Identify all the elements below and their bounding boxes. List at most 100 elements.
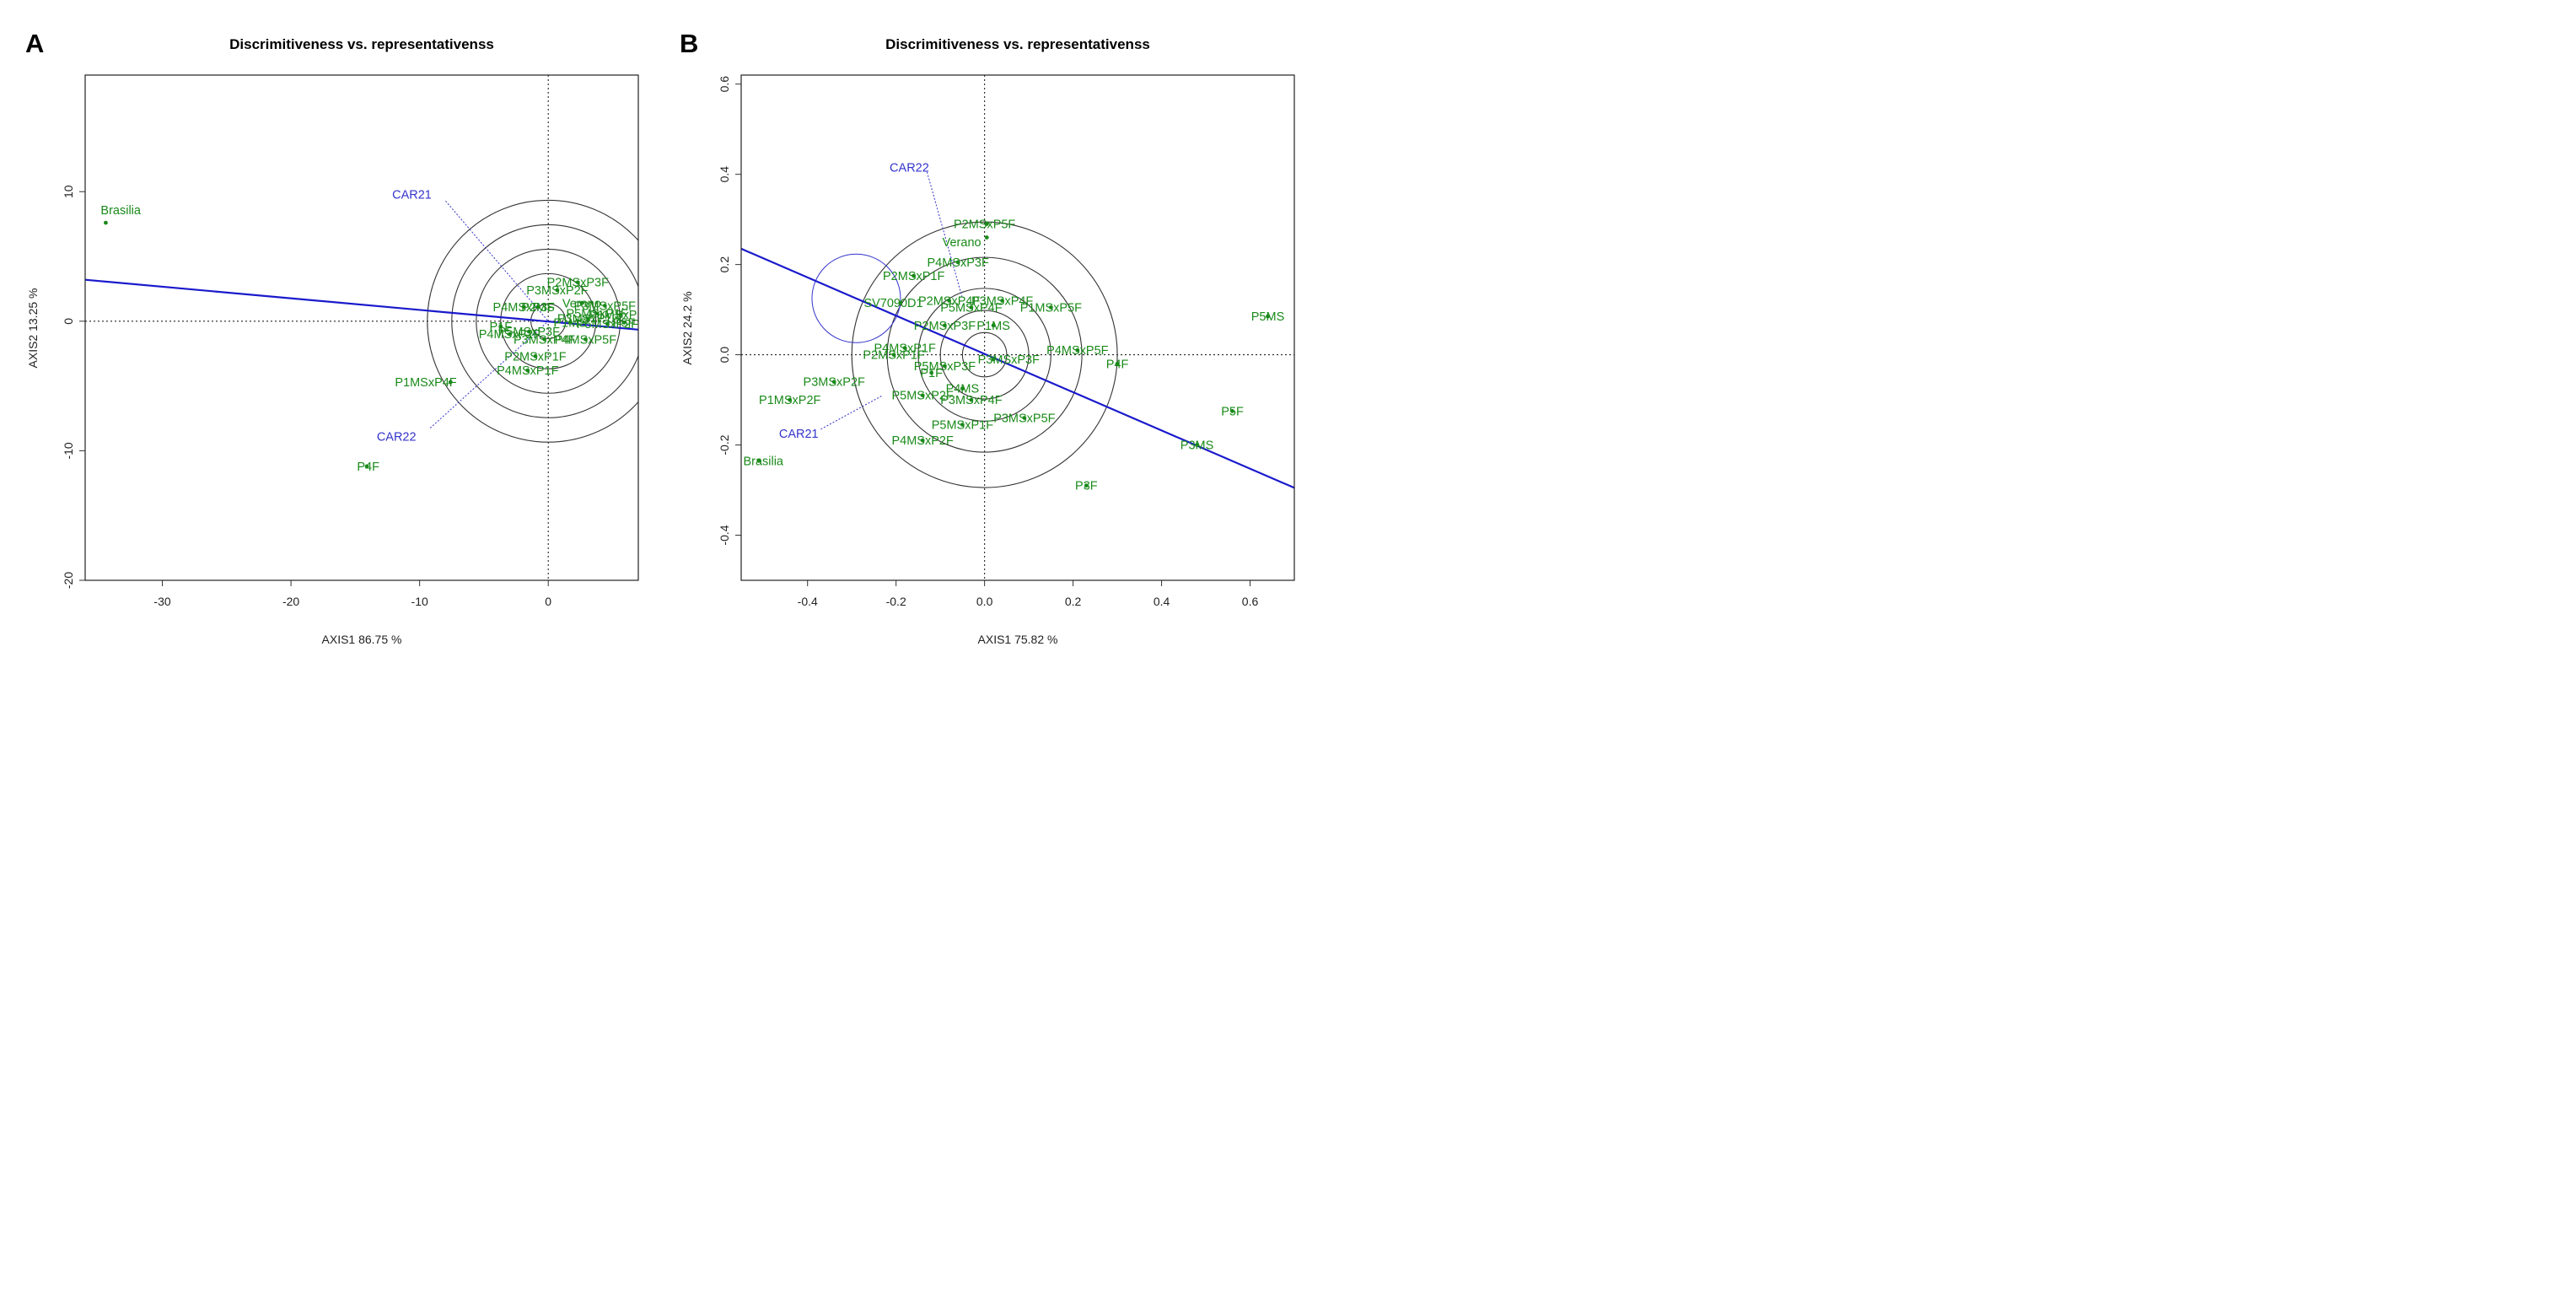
panel-b-environment-point (991, 323, 996, 328)
panel-b-environment-point (984, 235, 989, 240)
panel-a-environment-label: P3MSxP2F (526, 284, 588, 298)
panel-a-environment-point (567, 320, 573, 325)
panel-a-concentric-circle (500, 272, 597, 369)
panel-b-tester-label: CAR22 (890, 162, 929, 175)
panel-a-xlabel: AXIS1 86.75 % (322, 633, 402, 646)
panel-b-environment-point (1230, 409, 1234, 413)
panel-a: A Discrimitiveness vs. representativenss… (25, 29, 639, 646)
panel-a-ytick-label: 0 (62, 318, 75, 325)
panel-a-environment-label: P2MS (521, 301, 555, 315)
panel-b-environment-label: P3MS (1180, 439, 1214, 453)
panel-a-tester-vector (429, 321, 549, 428)
panel-a-environment-label: P1F (489, 321, 512, 334)
panel-b-environment-label: P3MSxP4F (940, 394, 1002, 407)
panel-b-environment-point (1195, 443, 1199, 447)
panel-b-environment-point (898, 300, 903, 305)
panel-b-environment-label: P4MS (946, 383, 980, 396)
panel-b-average-environment-circle (811, 253, 901, 343)
panel-b-environment-label: P2MSxP3F (914, 320, 976, 333)
panel-b-environment-label: P5MSxP1F (932, 418, 993, 432)
panel-a-environment-point (594, 311, 600, 316)
panel-a-environment-point (586, 316, 590, 321)
panel-b-environment-label: Verano (943, 236, 981, 250)
panel-letter-a: A (25, 29, 44, 58)
panel-a-environment-label: P1MS (553, 316, 587, 330)
panel-a-plot-area: CAR21CAR22BrasiliaP4FP1MSxP4FP4MSxP1FP2M… (85, 75, 638, 580)
panel-a-environment-point (364, 464, 369, 469)
panel-b-environment-point (1048, 305, 1053, 310)
panel-a-environment-point (521, 304, 526, 310)
panel-b-concentric-circle (939, 310, 1030, 400)
panel-b-environment-label: Brasilia (743, 455, 783, 468)
panel-b-tester-vector (820, 395, 884, 430)
panel-b-environment-point (969, 397, 974, 402)
panel-b-environment-point (1266, 314, 1270, 319)
panel-b-environment-label: P1F (920, 367, 943, 380)
panel-b-environment-point (969, 305, 974, 310)
panel-b-xtick-label: 0.2 (1065, 595, 1082, 608)
panel-b-environment-point (920, 393, 925, 398)
panel-b-xtick-label: -0.4 (798, 595, 818, 608)
figure-svg: A Discrimitiveness vs. representativenss… (25, 29, 1295, 646)
panel-b-environment-label: P3F (1075, 480, 1098, 493)
panel-b-environment-point (788, 397, 793, 402)
panel-a-xtick-label: -20 (282, 595, 299, 608)
panel-a-ytick-label: -20 (62, 572, 75, 589)
panel-a-environment-point (618, 312, 623, 317)
panel-b-environment-point (960, 386, 965, 391)
panel-b-environment-point (1115, 361, 1120, 366)
panel-b-environment-label: P3MSxP4F (971, 294, 1033, 308)
panel-b-concentric-circle (851, 221, 1118, 488)
panel-b-plot-frame (740, 74, 1295, 581)
panel-a-environment-point (533, 353, 538, 358)
panel-b-concentric-circle (917, 288, 1051, 422)
panel-b-environment-label: P1MSxP2F (759, 394, 820, 407)
panel-b-ytick-label: -0.2 (718, 434, 731, 455)
panel-a-concentric-circle (530, 303, 567, 339)
panel-a-plot: -30 -20 -10 0 -20 -10 0 10 CAR21 CAR22 Brasilia P4F… (62, 74, 639, 608)
panel-a-concentric-circle (427, 199, 638, 443)
panel-letter-b: B (680, 29, 698, 58)
panel-b-environment-point (1000, 299, 1005, 303)
panel-b-environment-point (891, 353, 896, 357)
panel-a-environment-point (605, 321, 610, 326)
panel-a-concentric-circle (476, 248, 621, 394)
panel-b-plot-area: CAR22CAR21P2MSxP5FVeranoP4MSxP3FP2MSxP1F… (741, 75, 1294, 580)
panel-a-environment-point (621, 320, 627, 325)
panel-a-ylabel: AXIS2 13.25 % (26, 288, 40, 369)
panel-b-environment-label: P5MSxP3F (914, 360, 976, 374)
panel-b-environment-point (929, 370, 934, 375)
panel-b-plot: -0.4 -0.2 0.0 0.2 0.4 0.6 -0.4 -0.2 0.0 0.2 0.4 0.6… (718, 74, 1295, 608)
panel-a-environment-label: P2MSxP3F (547, 277, 609, 290)
panel-b-environment-point (902, 346, 907, 350)
panel-b-environment-label: P2MSxP4F (918, 294, 980, 308)
panel-a-environment-point (535, 304, 540, 310)
panel-a-environment-point (525, 368, 530, 373)
panel-b-environment-point (920, 438, 925, 443)
panel-a-tester-label: CAR22 (377, 431, 417, 445)
panel-b: B Discrimitiveness vs. representativenss… (680, 29, 1295, 646)
panel-b-environment-point (955, 260, 960, 265)
panel-a-environment-label: P4MSxP5F (555, 333, 616, 347)
panel-b-environment-point (943, 323, 947, 328)
panel-b-environment-point (991, 357, 996, 362)
panel-b-title: Discrimitiveness vs. representativenss (885, 36, 1150, 52)
panel-b-ytick-label: 0.4 (718, 166, 731, 183)
panel-b-environment-point (1084, 483, 1089, 488)
panel-a-ytick-label: -10 (62, 442, 75, 459)
panel-b-environment-point (912, 273, 917, 278)
panel-a-environment-point (575, 280, 580, 285)
panel-b-ate-line (741, 247, 1294, 489)
panel-a-environment-label: P5F (613, 316, 636, 330)
panel-a-ytick-label: 10 (62, 185, 75, 198)
panel-a-environment-point (579, 300, 584, 305)
panel-b-environment-point (960, 423, 965, 427)
biplot-figure: A Discrimitiveness vs. representativenss… (0, 0, 1313, 664)
panel-b-environment-label: P2MSxP1F (863, 349, 924, 363)
panel-a-environment-label: P4MSxP1F (497, 364, 558, 378)
panel-a-xtick-label: -10 (411, 595, 428, 608)
panel-b-environment-point (756, 458, 761, 463)
panel-b-environment-label: P3MSxP2F (804, 376, 865, 390)
panel-a-environment-label: Verano (562, 297, 601, 310)
panel-b-ytick-label: 0.6 (718, 76, 731, 93)
